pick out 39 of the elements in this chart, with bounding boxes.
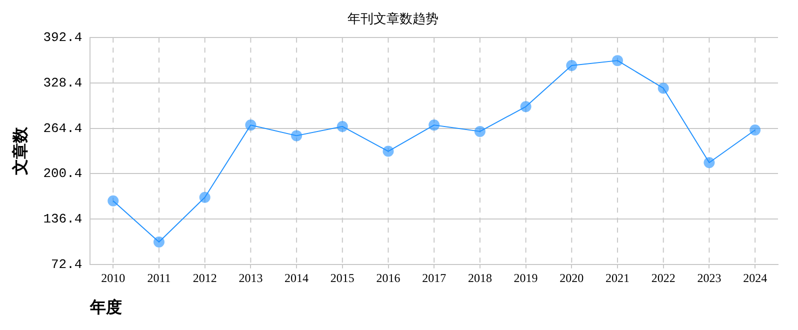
y-tick-label: 200.4 bbox=[43, 166, 82, 182]
x-axis-title: 年度 bbox=[89, 298, 122, 317]
point bbox=[704, 157, 715, 168]
point bbox=[336, 120, 348, 132]
point bbox=[291, 130, 302, 142]
x-tick-label: 2013 bbox=[238, 270, 263, 285]
point bbox=[382, 146, 394, 157]
x-tick-label: 2020 bbox=[560, 270, 584, 285]
y-tick-label: 328.4 bbox=[43, 75, 82, 90]
x-tick-label: 2011 bbox=[147, 270, 171, 285]
x-tick-label: 2010 bbox=[101, 270, 126, 285]
y-tick-label: 136.4 bbox=[43, 211, 82, 226]
point bbox=[750, 124, 761, 136]
y-tick-label: 264.4 bbox=[43, 120, 82, 136]
point bbox=[658, 82, 669, 94]
x-tick-label: 2022 bbox=[651, 270, 676, 285]
x-tick-label: 2012 bbox=[192, 270, 217, 285]
y-tick-label: 72.4 bbox=[50, 256, 82, 272]
point bbox=[612, 55, 624, 66]
x-tick-label: 2014 bbox=[284, 270, 309, 285]
y-axis-title: 文章数 bbox=[12, 126, 30, 176]
chart-title: 年刊文章数趋势 bbox=[348, 11, 438, 26]
x-tick-label: 2019 bbox=[514, 270, 538, 285]
x-tick-label: 2024 bbox=[743, 270, 768, 285]
x-tick-label: 2023 bbox=[697, 270, 722, 285]
x-tick-label: 2015 bbox=[330, 270, 354, 285]
point bbox=[566, 60, 578, 72]
point bbox=[428, 120, 440, 131]
point bbox=[199, 192, 210, 203]
point bbox=[520, 101, 532, 112]
x-tick-label: 2017 bbox=[422, 270, 446, 285]
x-tick-label: 2016 bbox=[376, 270, 400, 285]
point bbox=[245, 120, 256, 131]
point bbox=[153, 236, 164, 248]
x-tick-label: 2018 bbox=[468, 270, 492, 285]
y-tick-label: 392.4 bbox=[43, 30, 82, 46]
point bbox=[108, 195, 119, 206]
point bbox=[474, 126, 486, 137]
x-tick-label: 2021 bbox=[606, 270, 630, 285]
